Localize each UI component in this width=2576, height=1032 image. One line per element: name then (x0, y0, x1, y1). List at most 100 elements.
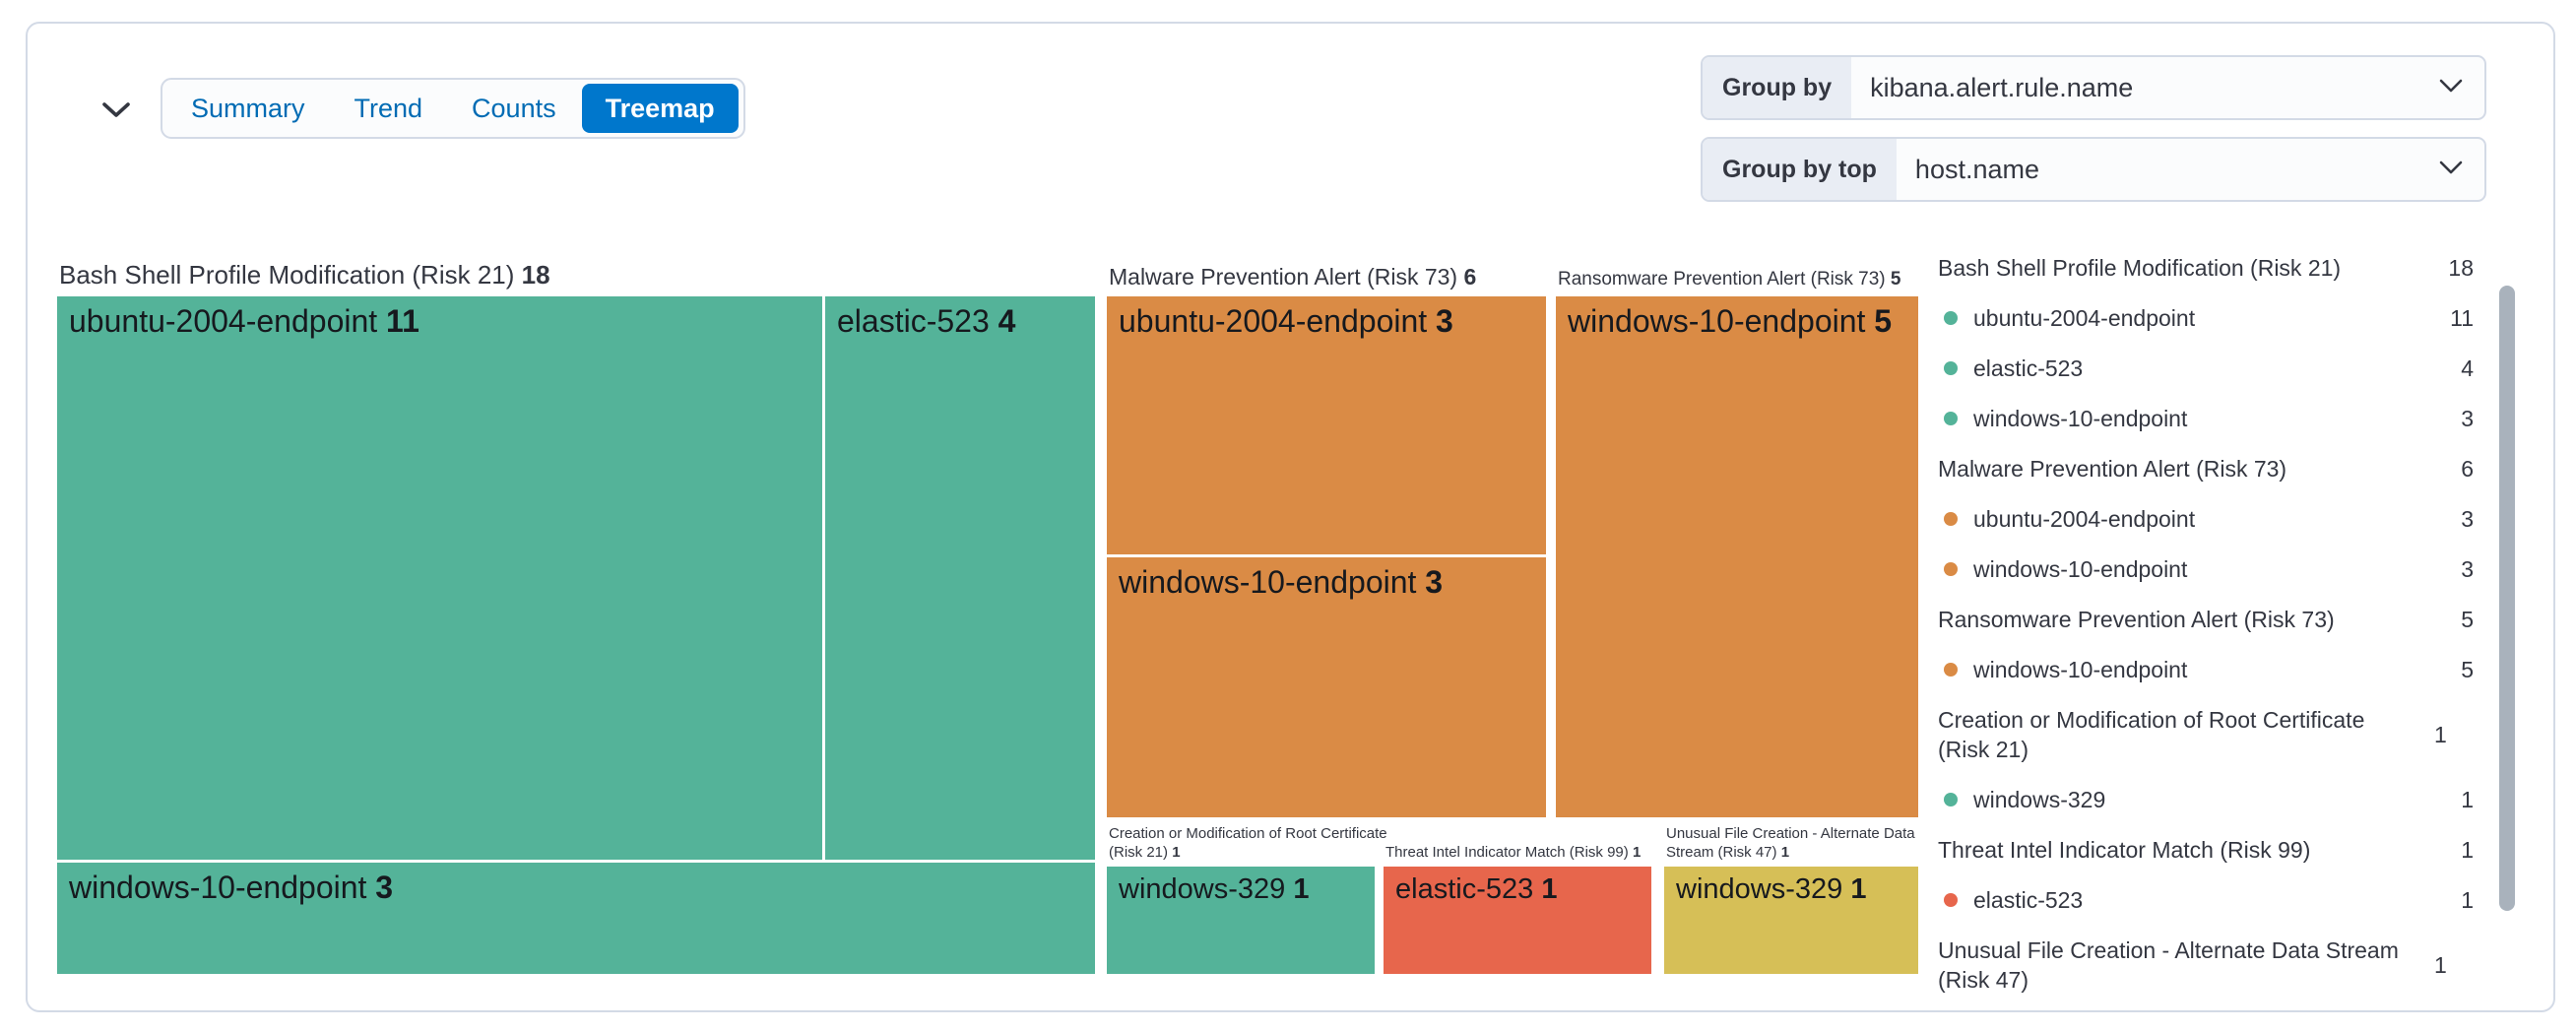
legend-header-row[interactable]: Ransomware Prevention Alert (Risk 73) 5 (1938, 605, 2474, 634)
label-text: Creation or Modification of Root Certifi… (1109, 825, 1387, 862)
legend-label: ubuntu-2004-endpoint (1973, 506, 2196, 532)
label-value: 1 (1293, 873, 1310, 905)
legend-label: windows-10-endpoint (1973, 556, 2188, 582)
legend-count: 1 (2434, 951, 2447, 978)
label-text: windows-10-endpoint (1119, 564, 1426, 600)
treemap-group-label: Threat Intel Indicator Match (Risk 99) 1 (1385, 844, 1710, 863)
legend-label: Unusual File Creation - Alternate Data S… (1938, 937, 2399, 993)
legend-count: 4 (2461, 355, 2474, 381)
label-value: 11 (386, 303, 419, 339)
legend-count: 1 (2461, 886, 2474, 913)
label-value: 18 (521, 260, 550, 290)
legend-item-row[interactable]: windows-10-endpoint 3 (1938, 554, 2474, 584)
legend-count: 3 (2461, 555, 2474, 582)
legend-header-row[interactable]: Bash Shell Profile Modification (Risk 21… (1938, 253, 2474, 283)
legend-count: 3 (2461, 505, 2474, 532)
legend-count: 18 (2448, 254, 2474, 281)
legend-dot-icon (1944, 311, 1958, 325)
treemap-group-label: Malware Prevention Alert (Risk 73) 6 (1109, 263, 1601, 291)
legend-item-row[interactable]: windows-10-endpoint 3 (1938, 404, 2474, 433)
legend-label: windows-10-endpoint (1973, 406, 2188, 431)
tab-counts[interactable]: Counts (448, 84, 580, 133)
group-by-selected-value: kibana.alert.rule.name (1870, 72, 2134, 102)
treemap-tile[interactable]: windows-10-endpoint 5 (1556, 296, 1918, 817)
legend-dot-icon (1944, 663, 1958, 677)
treemap-group-label: Ransomware Prevention Alert (Risk 73) 5 (1558, 268, 1971, 291)
legend-label: ubuntu-2004-endpoint (1973, 305, 2196, 331)
label-text: windows-10-endpoint (69, 870, 376, 905)
label-text: Unusual File Creation - Alternate Data S… (1666, 825, 1915, 862)
label-value: 4 (998, 303, 1016, 339)
legend-dot-icon (1944, 412, 1958, 425)
legend-header-row[interactable]: Creation or Modification of Root Certifi… (1938, 705, 2474, 764)
chevron-down-icon (2439, 79, 2463, 97)
label-value: 1 (1632, 844, 1642, 862)
label-value: 5 (1890, 269, 1901, 290)
label-value: 1 (1850, 873, 1867, 905)
legend-dot-icon (1944, 361, 1958, 375)
chevron-down-icon (101, 100, 131, 121)
legend-item-row[interactable]: windows-10-endpoint 5 (1938, 655, 2474, 684)
treemap-tile[interactable]: elastic-523 1 (1384, 867, 1651, 974)
group-by-top-select[interactable]: Group by top host.name (1701, 137, 2486, 202)
label-text: Bash Shell Profile Modification (Risk 21… (59, 260, 522, 290)
treemap-tile[interactable]: windows-329 1 (1664, 867, 1918, 974)
tab-treemap[interactable]: Treemap (581, 84, 739, 133)
legend-item-row[interactable]: windows-329 1 (1938, 785, 2474, 814)
tab-summary[interactable]: Summary (167, 84, 329, 133)
legend-count: 6 (2461, 455, 2474, 482)
label-text: Ransomware Prevention Alert (Risk 73) (1558, 269, 1891, 290)
label-text: windows-10-endpoint (1568, 303, 1875, 339)
treemap-tile[interactable]: windows-10-endpoint 3 (57, 863, 1095, 974)
legend-count: 1 (2461, 836, 2474, 863)
legend-label: Ransomware Prevention Alert (Risk 73) (1938, 607, 2335, 632)
legend-label: Malware Prevention Alert (Risk 73) (1938, 456, 2287, 482)
label-value: 1 (1172, 844, 1181, 862)
chart-view-tab-group: Summary Trend Counts Treemap (161, 78, 745, 139)
legend-count: 11 (2450, 304, 2474, 331)
tab-trend[interactable]: Trend (331, 84, 447, 133)
label-text: Malware Prevention Alert (Risk 73) (1109, 264, 1464, 290)
legend-header-row[interactable]: Threat Intel Indicator Match (Risk 99) 1 (1938, 835, 2474, 865)
label-value: 3 (1425, 564, 1444, 600)
legend-count: 5 (2461, 656, 2474, 682)
treemap-legend: Bash Shell Profile Modification (Risk 21… (1938, 244, 2474, 1002)
treemap-chart: Bash Shell Profile Modification (Risk 21… (57, 259, 1918, 974)
label-value: 5 (1874, 303, 1893, 339)
label-value: 1 (1780, 844, 1790, 862)
treemap-group-label: Bash Shell Profile Modification (Risk 21… (59, 259, 995, 291)
treemap-group-label: Unusual File Creation - Alternate Data S… (1666, 825, 1947, 863)
treemap-tile[interactable]: windows-10-endpoint 3 (1107, 557, 1546, 817)
legend-dot-icon (1944, 512, 1958, 526)
treemap-tile[interactable]: ubuntu-2004-endpoint 11 (57, 296, 822, 860)
legend-dot-icon (1944, 893, 1958, 907)
legend-dot-icon (1944, 793, 1958, 806)
legend-item-row[interactable]: ubuntu-2004-endpoint 11 (1938, 303, 2474, 333)
legend-count: 1 (2461, 786, 2474, 812)
legend-header-row[interactable]: Malware Prevention Alert (Risk 73) 6 (1938, 454, 2474, 484)
label-text: Threat Intel Indicator Match (Risk 99) (1385, 844, 1633, 862)
legend-label: windows-329 (1973, 787, 2106, 812)
legend-scrollbar-thumb[interactable] (2499, 286, 2515, 911)
legend-label: elastic-523 (1973, 887, 2084, 913)
label-text: windows-329 (1676, 873, 1851, 905)
treemap-tile[interactable]: ubuntu-2004-endpoint 3 (1107, 296, 1546, 554)
legend-item-row[interactable]: elastic-523 1 (1938, 885, 2474, 915)
legend-label: windows-10-endpoint (1973, 657, 2188, 682)
legend-item-row[interactable]: elastic-523 4 (1938, 354, 2474, 383)
label-text: windows-329 (1119, 873, 1294, 905)
legend-item-row[interactable]: ubuntu-2004-endpoint 3 (1938, 504, 2474, 534)
treemap-tile[interactable]: elastic-523 4 (825, 296, 1095, 860)
group-by-prepend-label: Group by (1703, 57, 1852, 118)
legend-label: Threat Intel Indicator Match (Risk 99) (1938, 837, 2311, 863)
label-text: elastic-523 (837, 303, 998, 339)
treemap-tile[interactable]: windows-329 1 (1107, 867, 1375, 974)
legend-count: 5 (2461, 606, 2474, 632)
label-text: elastic-523 (1395, 873, 1542, 905)
legend-dot-icon (1944, 562, 1958, 576)
collapse-panel-button[interactable] (93, 89, 140, 132)
group-by-select[interactable]: Group by kibana.alert.rule.name (1701, 55, 2486, 120)
legend-label: Creation or Modification of Root Certifi… (1938, 707, 2365, 762)
legend-header-row[interactable]: Unusual File Creation - Alternate Data S… (1938, 935, 2474, 995)
